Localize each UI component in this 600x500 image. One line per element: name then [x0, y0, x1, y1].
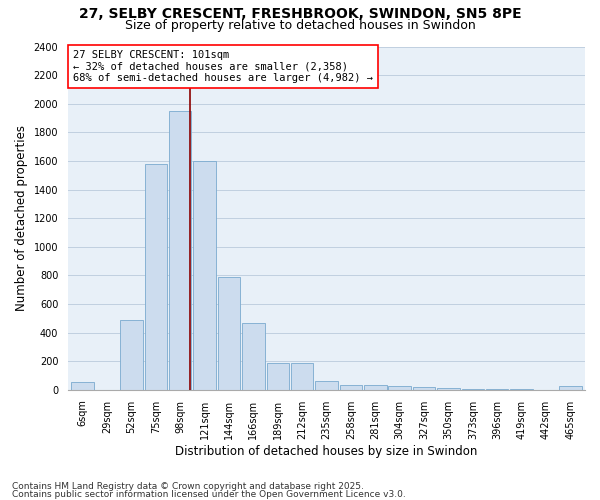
Bar: [193, 161, 216, 390]
Bar: [461, 389, 484, 390]
Bar: [169, 111, 191, 390]
Bar: [340, 385, 362, 390]
Bar: [559, 386, 581, 390]
Bar: [413, 388, 435, 390]
Bar: [266, 362, 289, 390]
Bar: [71, 382, 94, 390]
Bar: [364, 385, 386, 390]
Text: Contains HM Land Registry data © Crown copyright and database right 2025.: Contains HM Land Registry data © Crown c…: [12, 482, 364, 491]
Bar: [218, 277, 240, 390]
Text: Contains public sector information licensed under the Open Government Licence v3: Contains public sector information licen…: [12, 490, 406, 499]
Text: Size of property relative to detached houses in Swindon: Size of property relative to detached ho…: [125, 19, 475, 32]
Y-axis label: Number of detached properties: Number of detached properties: [15, 125, 28, 311]
Bar: [120, 320, 143, 390]
Text: 27 SELBY CRESCENT: 101sqm
← 32% of detached houses are smaller (2,358)
68% of se: 27 SELBY CRESCENT: 101sqm ← 32% of detac…: [73, 50, 373, 83]
Bar: [315, 380, 338, 390]
Bar: [388, 386, 411, 390]
Bar: [291, 362, 313, 390]
Bar: [242, 324, 265, 390]
Bar: [437, 388, 460, 390]
Bar: [145, 164, 167, 390]
Text: 27, SELBY CRESCENT, FRESHBROOK, SWINDON, SN5 8PE: 27, SELBY CRESCENT, FRESHBROOK, SWINDON,…: [79, 8, 521, 22]
X-axis label: Distribution of detached houses by size in Swindon: Distribution of detached houses by size …: [175, 444, 478, 458]
